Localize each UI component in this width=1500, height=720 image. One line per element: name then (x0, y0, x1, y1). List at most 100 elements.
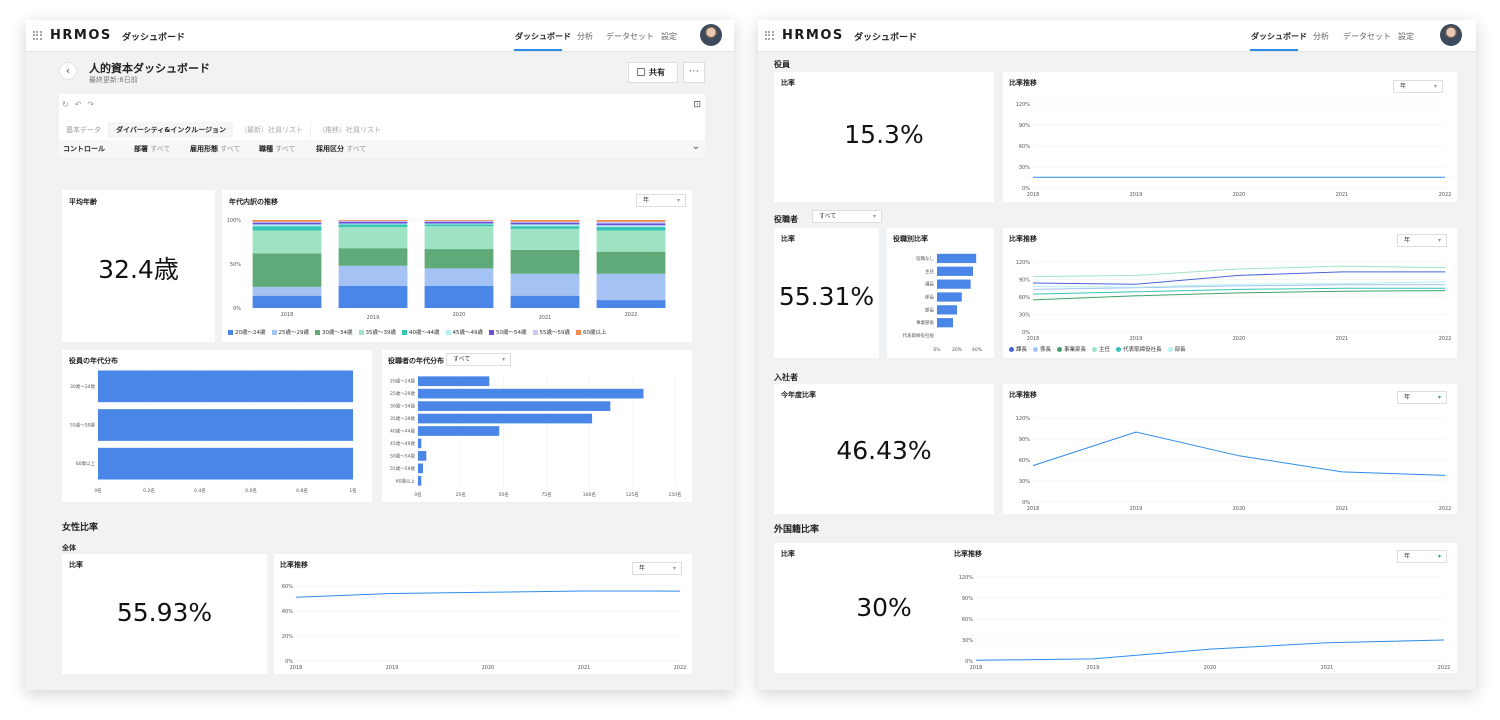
filter-value: すべて (220, 145, 241, 153)
stacked-bar-segment (338, 286, 408, 308)
y-tick-label: 0% (1022, 330, 1030, 336)
select-value: 年 (1404, 237, 1411, 244)
legend-swatch (271, 329, 277, 335)
managers-trend-period-select[interactable]: 年 ▾ (1397, 234, 1447, 247)
nav-analysis[interactable]: 分析 (577, 32, 593, 41)
x-tick-label: 75名 (541, 491, 551, 498)
legend-item: 50歳〜54歳 (489, 328, 527, 336)
nav-settings[interactable]: 設定 (661, 32, 677, 41)
select-value: すべて (819, 213, 837, 220)
user-avatar[interactable] (700, 24, 722, 46)
stacked-bar-segment (596, 227, 666, 231)
undo-icon[interactable]: ↶ (74, 100, 82, 109)
x-tick-label: 0.2名 (143, 487, 155, 494)
legend-label: 代表取締役社長 (1123, 347, 1162, 353)
redo-icon[interactable]: ↷ (87, 100, 95, 109)
hires-trend-card: 比率推移 年 ▾ 120% 90% 60% 30% 0% 2018 2019 2020 2021 2… (1003, 384, 1457, 514)
app-title: ダッシュボード (122, 33, 186, 43)
hrmos-logo[interactable]: HRMOS (782, 28, 844, 43)
legend-label: 50歳〜54歳 (496, 330, 527, 336)
tab-latest-list[interactable]: （最新）社員リスト (233, 122, 312, 138)
y-tick-label: 120% (959, 575, 974, 581)
x-tick-label: 150名 (668, 491, 681, 498)
foreign-ratio-label: 比率 (781, 550, 795, 558)
legend-label: 部長 (1174, 347, 1186, 353)
x-tick-label: 0.4名 (194, 487, 206, 494)
share-button[interactable]: 共有 (628, 62, 678, 83)
hrmos-logo[interactable]: HRMOS (50, 28, 112, 43)
nav-dashboard[interactable]: ダッシュボード (1251, 32, 1307, 41)
women-trend-period-select[interactable]: 年 ▾ (632, 562, 682, 575)
app-grid-icon[interactable] (765, 31, 774, 40)
legend-item: 代表取締役社長 (1116, 345, 1162, 353)
tab-diversity[interactable]: ダイバーシティ&インクルージョン (109, 122, 234, 138)
age-mix-period-select[interactable]: 年 ▾ (636, 194, 686, 207)
bookmark-icon[interactable]: ⊡ (693, 100, 701, 110)
stacked-bar-segment (338, 248, 408, 266)
user-avatar[interactable] (1440, 24, 1462, 46)
nav-settings[interactable]: 設定 (1398, 32, 1414, 41)
manager-age-filter-select[interactable]: すべて ▾ (446, 353, 511, 366)
y-tick-label: 40歳〜44歳 (390, 428, 415, 435)
tab-trend-list[interactable]: （推移）社員リスト (318, 126, 382, 134)
bar (937, 292, 962, 302)
y-tick-label: 100% (227, 218, 242, 224)
legend-swatch (358, 329, 364, 335)
app-grid-icon[interactable] (33, 31, 42, 40)
nav-active-indicator (514, 49, 562, 51)
series-line (1032, 281, 1446, 288)
filter-department[interactable]: 部署 すべて (134, 144, 170, 154)
tab-basic[interactable]: 基本データ (59, 122, 109, 138)
series-line (295, 590, 681, 598)
foreign-trend-card: 比率推移 年 ▾ 120% 90% 60% 30% 0% 2018 2019 2020 2021 2… (948, 543, 1457, 673)
y-tick-label: 主任 (925, 268, 934, 275)
series-line (1032, 265, 1446, 278)
x-tick-label: 2021 (1336, 506, 1349, 512)
filter-hiring[interactable]: 採用区分 すべて (316, 144, 366, 154)
role-ratio-label: 役職別比率 (893, 235, 928, 243)
nav-dataset[interactable]: データセット (606, 32, 654, 41)
more-button[interactable]: ⋯ (683, 62, 705, 83)
bar (98, 370, 353, 403)
filter-employment[interactable]: 雇用形態 すべて (190, 144, 240, 154)
women-trend-label: 比率推移 (280, 561, 308, 569)
nav-dataset[interactable]: データセット (1343, 32, 1391, 41)
managers-filter-select[interactable]: すべて ▾ (812, 210, 882, 223)
exec-trend-period-select[interactable]: 年 ▾ (1393, 80, 1443, 93)
select-value: 年 (643, 197, 650, 204)
legend-item: 係長 (1033, 345, 1051, 353)
chevron-down-icon: ▾ (1437, 553, 1441, 560)
hires-title: 入社者 (774, 373, 798, 382)
legend-label: 課長 (1016, 347, 1028, 353)
stacked-bar-segment (338, 223, 408, 225)
legend-swatch (1009, 346, 1014, 352)
nav-analysis[interactable]: 分析 (1313, 32, 1329, 41)
legend-item: 課長 (1009, 345, 1027, 353)
women-ratio-label: 比率 (69, 561, 83, 569)
hires-trend-period-select[interactable]: 年 ▾ (1397, 391, 1447, 404)
avg-age-card: 平均年齢 32.4歳 (62, 190, 215, 342)
control-label: コントロール (63, 145, 105, 153)
managers-trend-chart: 120% 90% 60% 30% 0%2018 2019 2020 2021 2022 (1016, 260, 1452, 342)
nav-dashboard[interactable]: ダッシュボード (515, 32, 571, 41)
filter-job[interactable]: 職種 すべて (259, 144, 295, 154)
x-tick-label: 2018 (1027, 192, 1040, 198)
top-nav: HRMOS ダッシュボード ダッシュボード 分析 データセット 設定 (26, 20, 734, 52)
last-updated: 最終更新:6日前 (89, 76, 138, 84)
y-tick-label: 60% (1019, 295, 1030, 301)
y-tick-label: 20% (282, 634, 293, 640)
expand-filters-icon[interactable]: ⌄ (691, 141, 700, 152)
managers-ratio-label: 比率 (781, 235, 795, 243)
legend-swatch (1057, 346, 1063, 352)
y-tick-label: 30% (1019, 313, 1030, 319)
legend-item: 40歳〜44歳 (402, 328, 440, 336)
control-panel: ↻ ↶ ↷ ⊡ 基本データ ダイバーシティ&インクルージョン （最新）社員リスト… (59, 94, 705, 158)
stacked-bar-segment (510, 221, 580, 223)
x-tick-label: 0名 (94, 487, 101, 494)
stacked-bar-segment (596, 230, 666, 252)
foreign-trend-period-select[interactable]: 年 ▾ (1397, 550, 1447, 563)
refresh-icon[interactable]: ↻ (62, 100, 69, 109)
filter-name: 雇用形態 (190, 145, 218, 153)
chevron-down-icon: ▾ (672, 565, 676, 572)
back-button[interactable]: ‹ (59, 62, 77, 80)
